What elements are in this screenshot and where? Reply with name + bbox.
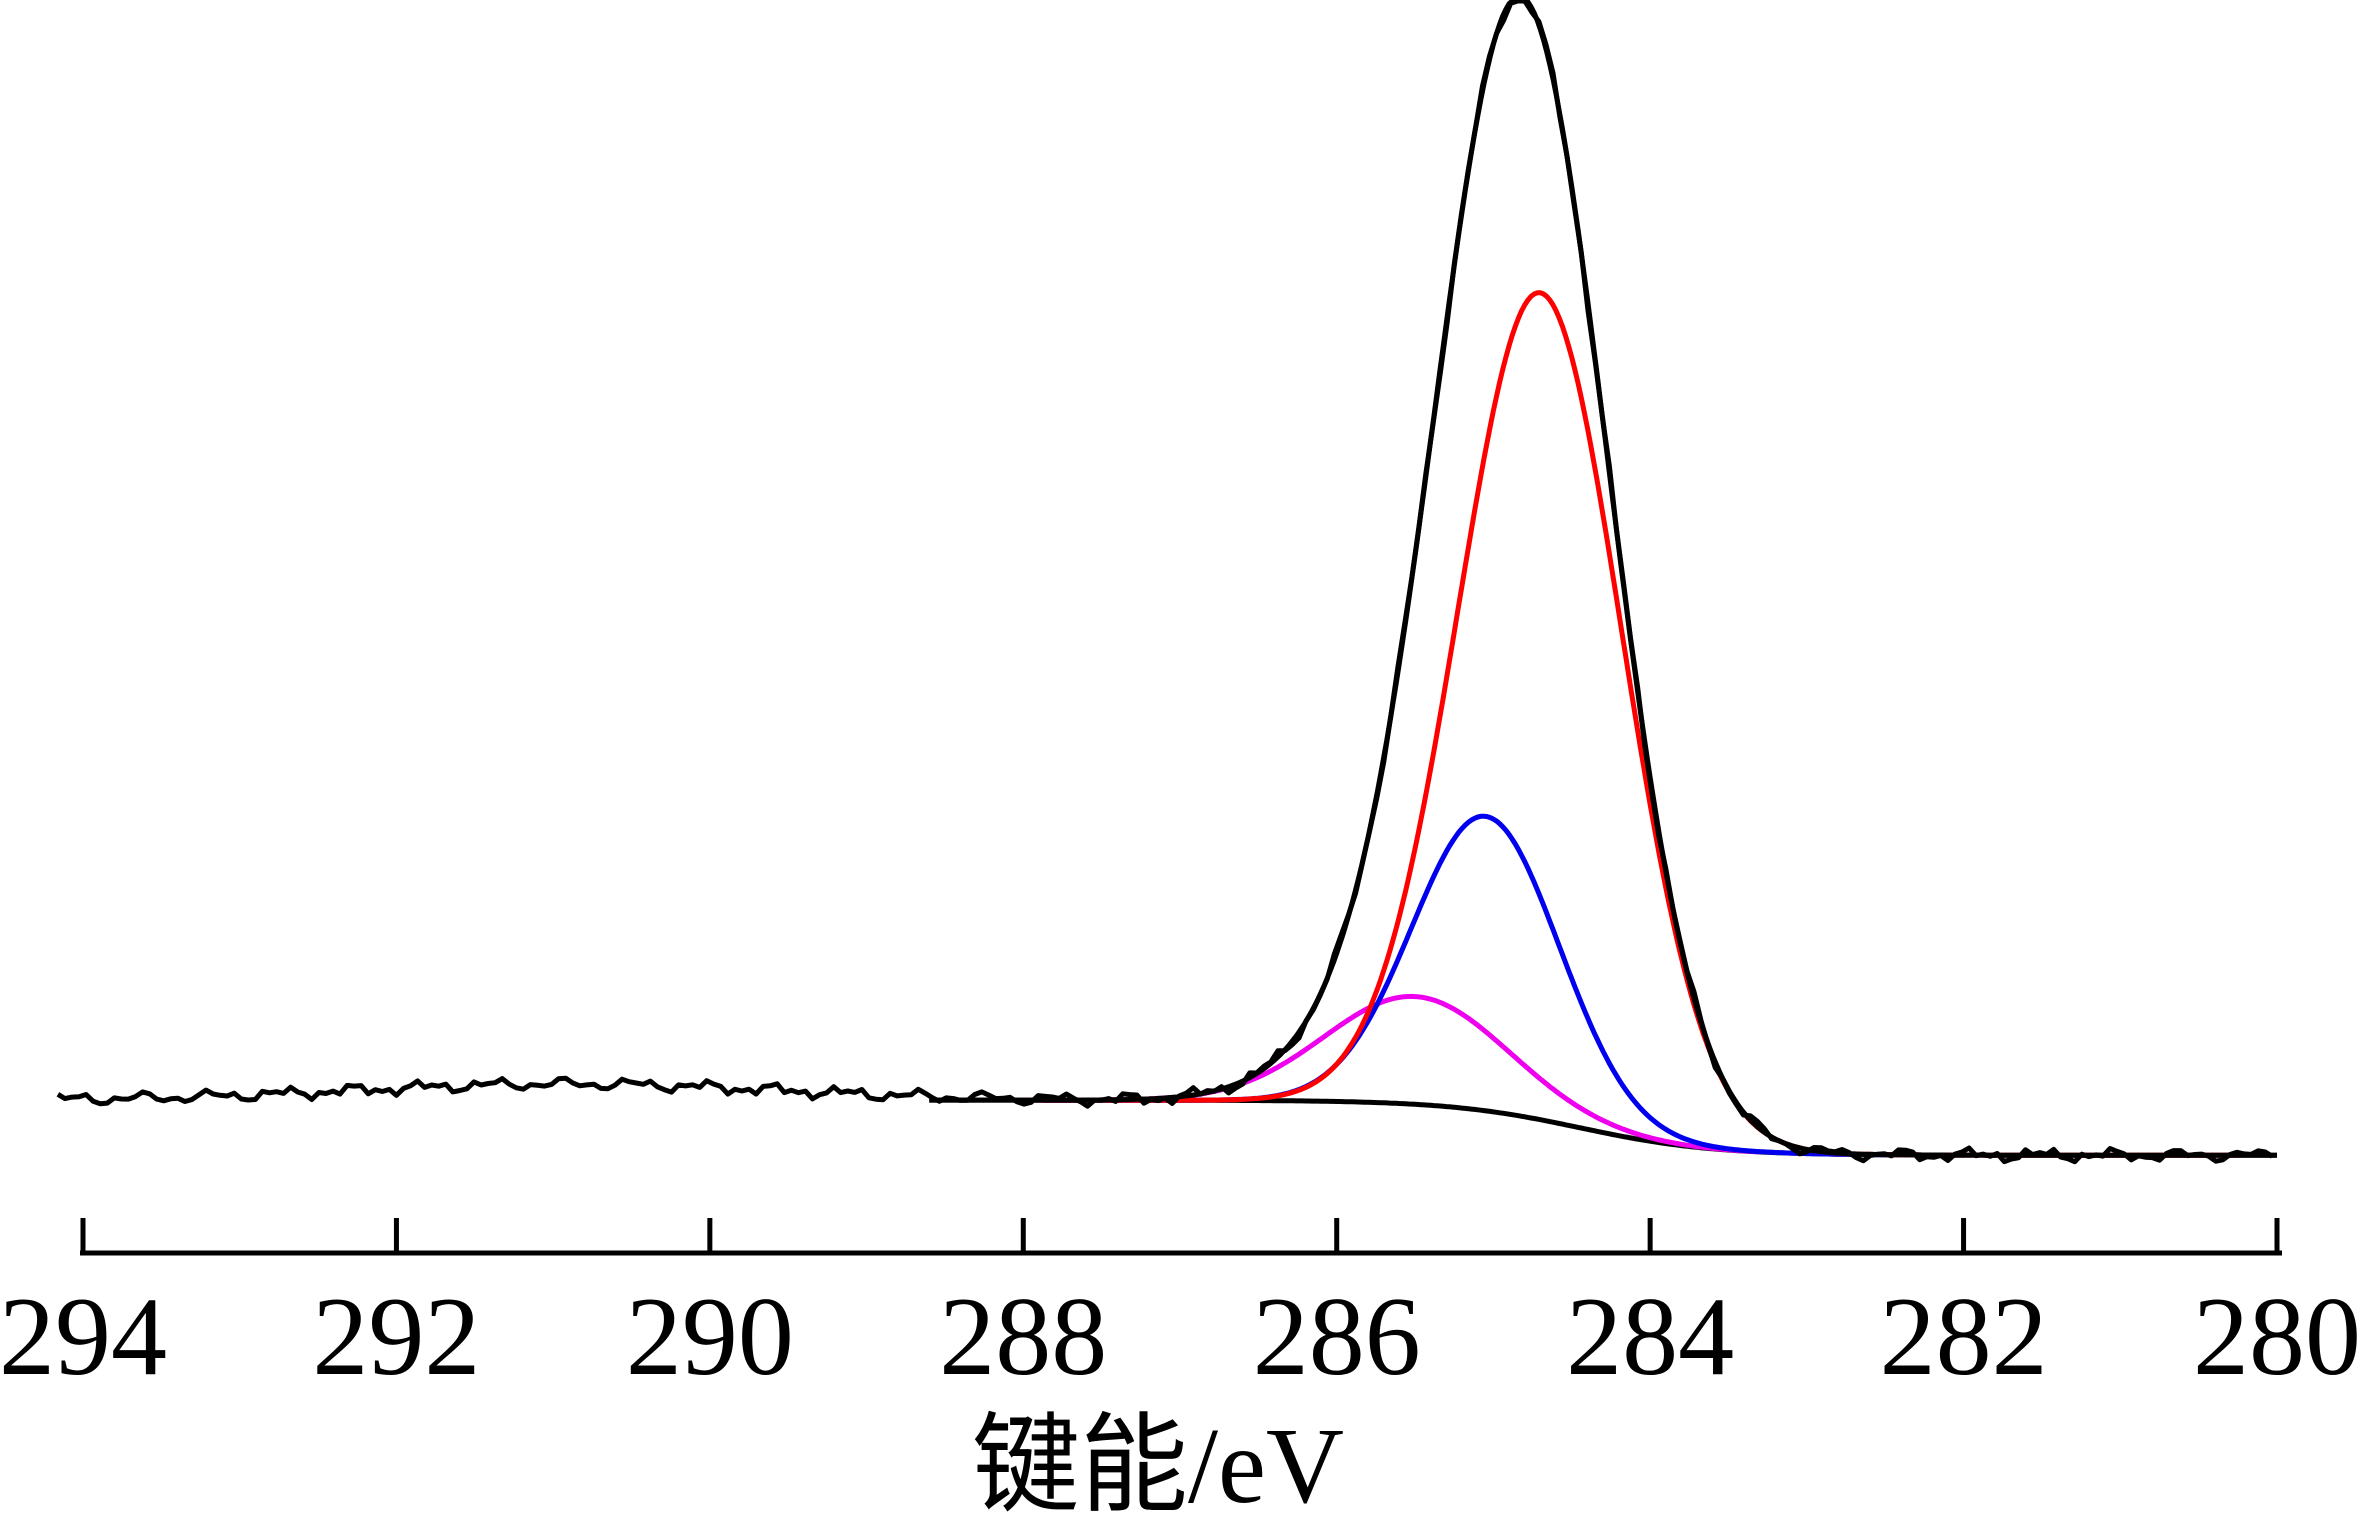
x-tick-label-286: 286 (1253, 1275, 1421, 1399)
x-tick-label-292: 292 (312, 1275, 480, 1399)
series-background (929, 1097, 2277, 1158)
series-group (56, 0, 2277, 1165)
x-tick-label-294: 294 (0, 1275, 167, 1399)
series-peak_magenta (1023, 993, 1760, 1155)
x-tick-label-282: 282 (1880, 1275, 2048, 1399)
series-envelope (929, 0, 2277, 1158)
x-axis-title: 键能/eV (972, 1407, 1344, 1526)
x-axis-ticks (80, 1218, 2280, 1252)
x-tick-label-284: 284 (1566, 1275, 1734, 1399)
x-tick-label-288: 288 (939, 1275, 1107, 1399)
series-peak_red (1023, 290, 2237, 1158)
x-tick-label-280: 280 (2193, 1275, 2361, 1399)
series-peak_blue (1023, 813, 1970, 1158)
series-measured (56, 0, 2274, 1165)
x-axis-tick-labels: 294 292 290 288 286 284 282 280 (0, 1275, 2361, 1399)
x-tick-label-290: 290 (626, 1275, 794, 1399)
